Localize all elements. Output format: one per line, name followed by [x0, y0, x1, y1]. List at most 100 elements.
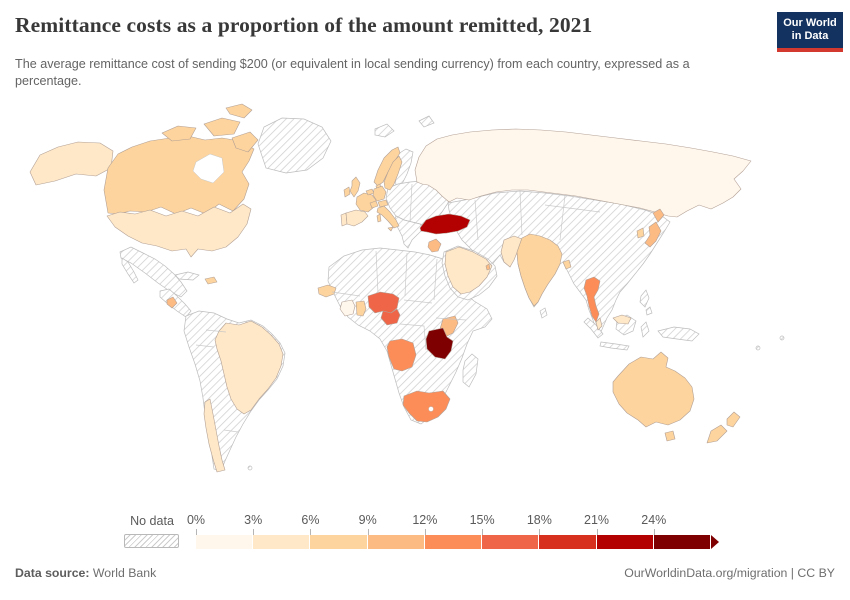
country-chile[interactable]	[203, 398, 226, 473]
country-angola[interactable]	[386, 338, 417, 372]
country-ireland[interactable]	[343, 186, 351, 198]
data-source-label: Data source:	[15, 566, 90, 580]
chart-subtitle: The average remittance cost of sending $…	[15, 57, 690, 89]
country-qatar[interactable]	[485, 263, 491, 271]
owid-logo[interactable]: Our World in Data	[777, 12, 843, 52]
legend-bin-1[interactable]	[253, 535, 311, 549]
country-italy[interactable]	[376, 205, 400, 229]
country-south-africa[interactable]	[402, 390, 451, 423]
country-south-korea[interactable]	[636, 227, 645, 239]
landmass-iceland	[374, 123, 395, 138]
legend-tick-label: 24%	[641, 513, 667, 527]
legend-bin-3[interactable]	[367, 535, 425, 549]
country-australia-tasmania[interactable]	[664, 430, 676, 442]
country-australia[interactable]	[612, 351, 695, 428]
country-saudi-arabia[interactable]	[444, 246, 493, 295]
legend-bin-2[interactable]	[310, 535, 368, 549]
internal-borders	[195, 183, 601, 433]
country-spain[interactable]	[345, 209, 369, 227]
country-italy-sicily[interactable]	[387, 226, 394, 232]
chart-footer: Data source: World Bank OurWorldinData.o…	[15, 566, 835, 580]
country-dominican-republic[interactable]	[204, 276, 218, 285]
country-pakistan[interactable]	[500, 235, 523, 268]
country-new-zealand-north[interactable]	[726, 411, 741, 428]
landmass-philippines-south	[645, 306, 653, 316]
legend-tick-label: 3%	[244, 513, 263, 527]
legend-tick	[196, 529, 197, 535]
landmass-pacific-island	[755, 345, 761, 351]
country-ghana[interactable]	[355, 300, 367, 317]
country-canada[interactable]	[103, 135, 255, 215]
credit-link[interactable]: OurWorldinData.org/migration | CC BY	[624, 566, 835, 580]
owid-logo-line2: in Data	[791, 30, 829, 42]
country-malaysia-peninsula[interactable]	[595, 317, 603, 331]
country-israel-jordan[interactable]	[427, 238, 442, 253]
legend-tick	[253, 529, 255, 535]
country-senegal[interactable]	[317, 284, 337, 298]
legend-tick-label: 18%	[526, 513, 552, 527]
landmass-java	[599, 341, 630, 351]
legend-tick-label: 9%	[358, 513, 377, 527]
country-brazil[interactable]	[214, 320, 284, 415]
country-tanzania[interactable]	[425, 327, 454, 360]
country-austria[interactable]	[377, 199, 389, 208]
country-sweden[interactable]	[383, 155, 403, 191]
country-new-zealand-south[interactable]	[706, 424, 728, 444]
country-canada-arctic[interactable]	[225, 103, 253, 119]
country-cameroon[interactable]	[380, 308, 401, 326]
legend-bin-6[interactable]	[539, 535, 597, 549]
country-nigeria[interactable]	[367, 291, 400, 314]
legend-no-data-swatch[interactable]	[124, 534, 179, 548]
landmass-pacific-island	[779, 335, 785, 341]
landmass-cuba	[174, 271, 200, 281]
legend-tick	[596, 529, 598, 535]
country-alaska[interactable]	[29, 141, 114, 186]
country-costa-rica[interactable]	[166, 296, 178, 309]
legend-bin-5[interactable]	[482, 535, 540, 549]
country-canada-arctic[interactable]	[203, 117, 241, 137]
legend-tick-label: 15%	[469, 513, 495, 527]
landmass-sumatra	[583, 317, 604, 339]
country-germany[interactable]	[372, 185, 387, 202]
owid-logo-line1: Our World	[783, 17, 837, 29]
landmass-svalbard	[418, 115, 435, 128]
owid-logo-accent-bar	[777, 48, 843, 52]
country-bangladesh[interactable]	[562, 259, 572, 270]
country-thailand[interactable]	[583, 276, 601, 323]
country-japan-honshu[interactable]	[644, 221, 662, 248]
legend-bin-0[interactable]	[196, 535, 254, 549]
country-italy-sardinia[interactable]	[376, 213, 382, 223]
legend-bin-8[interactable]	[653, 535, 711, 549]
chart-title: Remittance costs as a proportion of the …	[15, 13, 593, 37]
country-switzerland[interactable]	[369, 200, 379, 209]
legend-tick	[539, 529, 541, 535]
legend-tick-label: 0%	[186, 513, 206, 527]
country-united-states[interactable]	[106, 203, 252, 258]
legend-bin-4[interactable]	[424, 535, 483, 549]
legend-tick-label: 21%	[584, 513, 610, 527]
landmass-balkans	[393, 215, 425, 249]
country-canada-arctic[interactable]	[161, 125, 197, 142]
country-india[interactable]	[516, 233, 563, 307]
legend-tick-label: 6%	[301, 513, 320, 527]
country-united-kingdom[interactable]	[349, 176, 361, 198]
country-japan-hokkaido[interactable]	[652, 208, 665, 223]
data-source-value: World Bank	[89, 566, 157, 580]
country-canada-baffin[interactable]	[231, 131, 259, 153]
lesotho-enclave	[428, 406, 434, 412]
legend-tick	[367, 529, 369, 535]
country-turkey[interactable]	[419, 213, 471, 235]
country-malaysia-borneo[interactable]	[612, 314, 632, 325]
country-russia[interactable]	[414, 128, 752, 218]
landmass-falklands	[247, 465, 253, 471]
landmass-mexico	[119, 246, 188, 298]
legend-bin-7[interactable]	[596, 535, 654, 549]
country-norway[interactable]	[373, 146, 401, 187]
country-cote-divoire[interactable]	[339, 299, 356, 317]
landmass-sulawesi	[640, 321, 650, 338]
legend-tick-label: 12%	[412, 513, 438, 527]
legend-arrow	[711, 535, 719, 549]
